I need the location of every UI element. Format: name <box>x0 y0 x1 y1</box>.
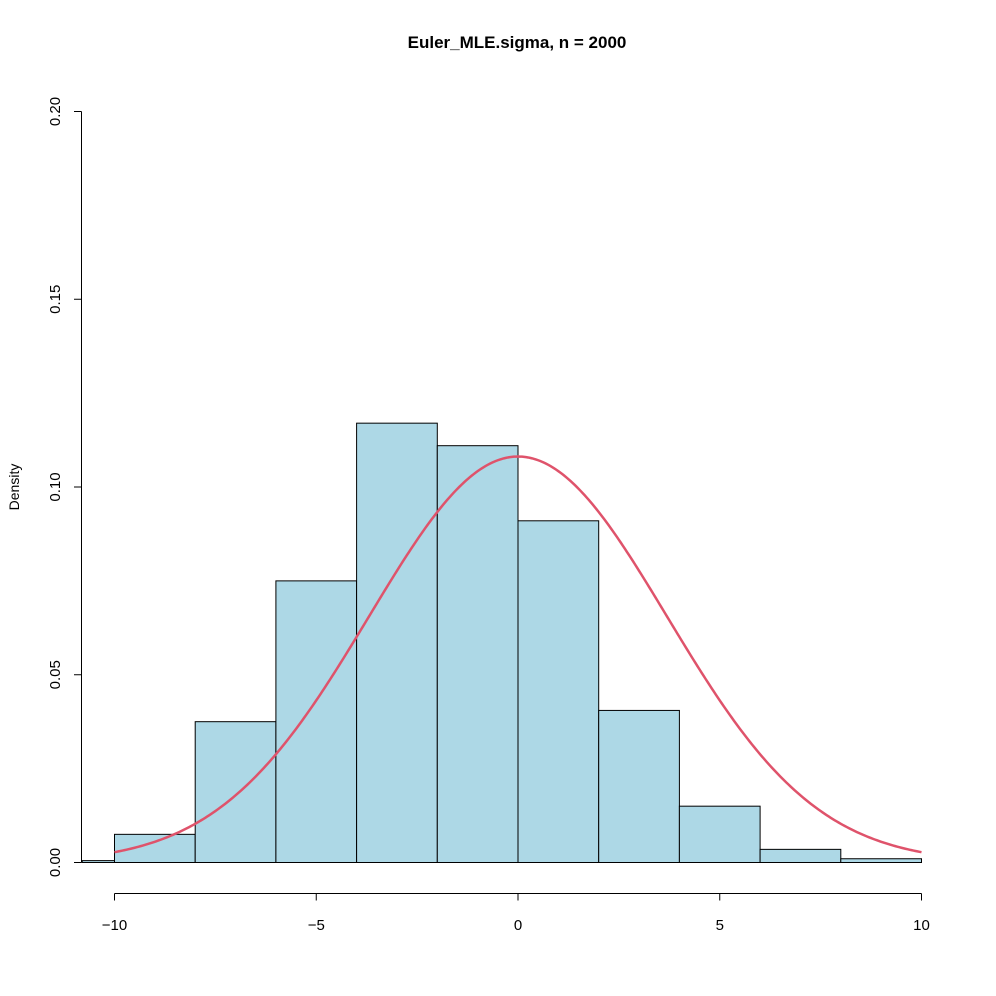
x-axis: −10 −5 0 5 10 <box>102 893 930 934</box>
y-axis-title: Density <box>6 464 22 511</box>
y-tick-label: 0.00 <box>47 848 64 877</box>
y-tick-label: 0.15 <box>47 285 64 314</box>
x-tick-label: 0 <box>514 917 522 934</box>
x-tick-label: −10 <box>102 917 127 934</box>
histogram-bar <box>759 848 842 863</box>
histogram-bar <box>436 445 519 863</box>
histogram-bar <box>517 520 600 863</box>
x-tick-label: 5 <box>716 917 724 934</box>
histogram-bar <box>598 709 680 863</box>
histogram-bar <box>840 858 922 863</box>
x-tick-label: 10 <box>913 917 930 934</box>
histogram-bar <box>194 721 277 863</box>
chart-title: Euler_MLE.sigma, n = 2000 <box>408 33 627 52</box>
histogram-bars <box>81 422 922 864</box>
histogram-bar <box>356 422 438 863</box>
histogram-bar <box>678 805 761 863</box>
y-tick-label: 0.10 <box>47 472 64 501</box>
y-axis: 0.00 0.05 0.10 0.15 0.20 <box>47 97 82 877</box>
histogram-bar <box>81 860 115 863</box>
x-tick-label: −5 <box>308 917 325 934</box>
density-curve <box>114 455 922 854</box>
histogram-bar <box>275 580 358 863</box>
y-tick-label: 0.20 <box>47 97 64 126</box>
y-tick-label: 0.05 <box>47 660 64 689</box>
